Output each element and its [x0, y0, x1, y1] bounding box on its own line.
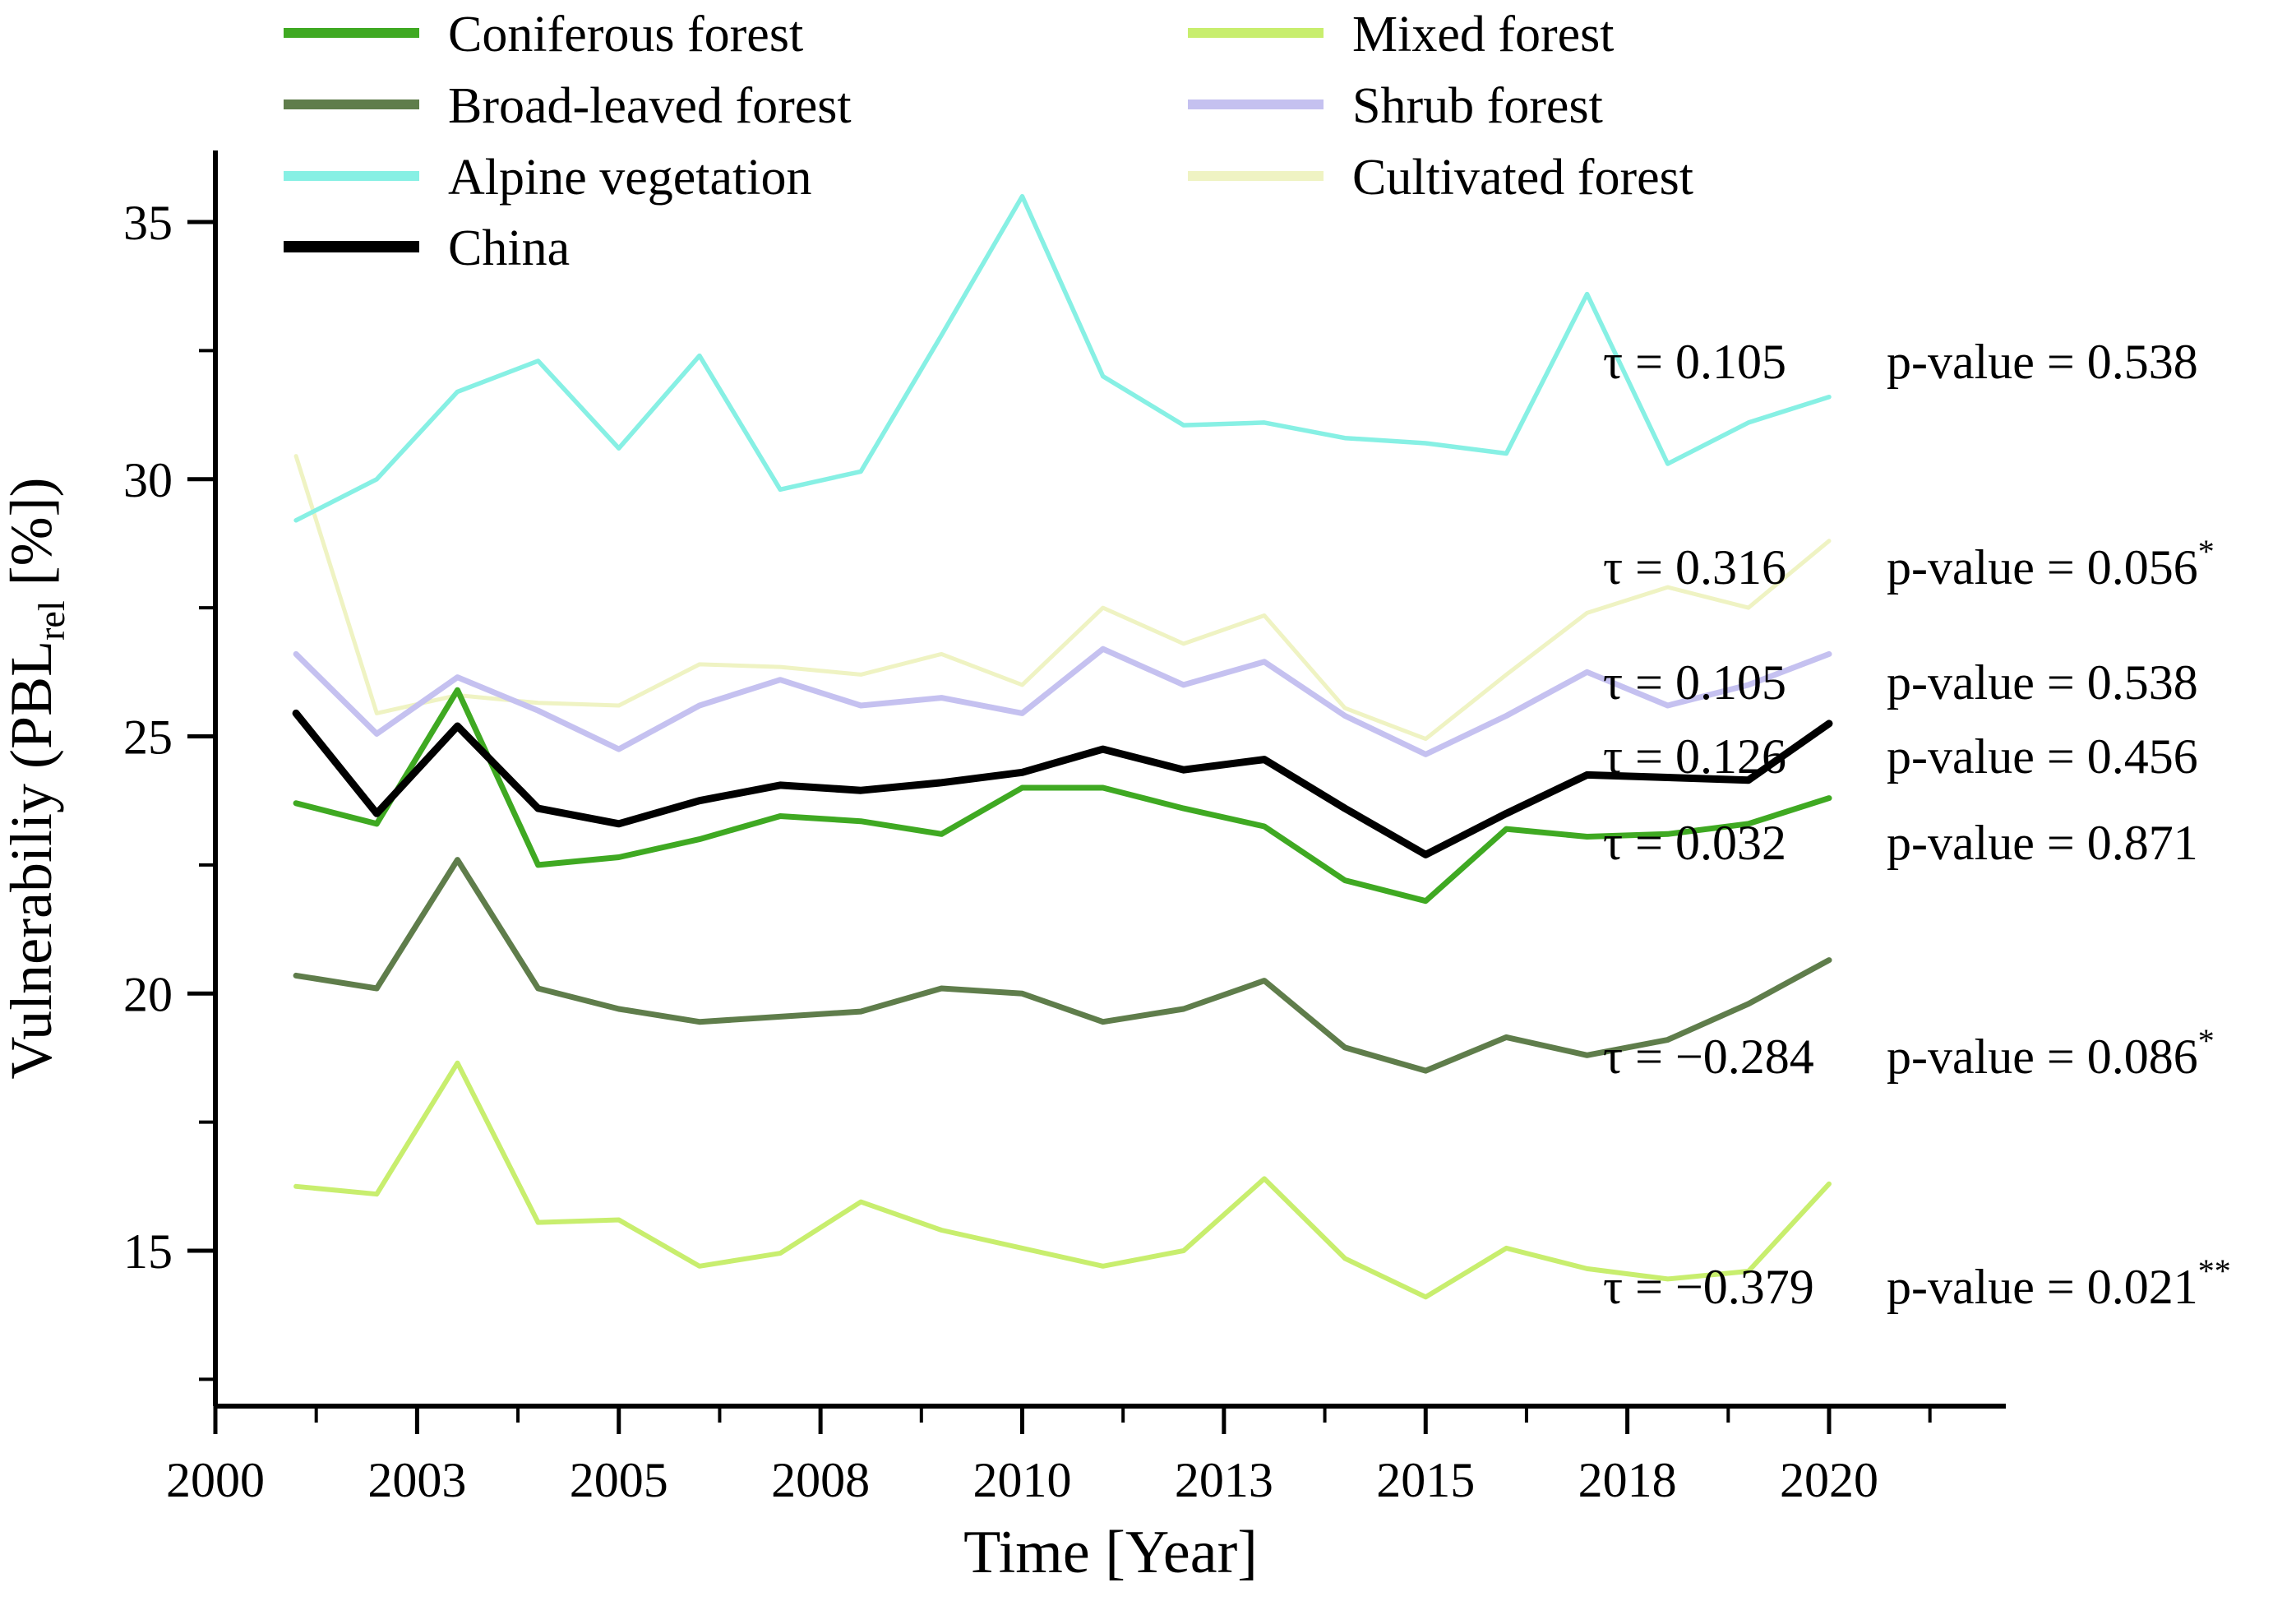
- annotation-tau: τ = −0.379: [1603, 1260, 1814, 1314]
- annotation-tau: τ = −0.284: [1603, 1030, 1814, 1084]
- x-tick-label: 2010: [973, 1453, 1072, 1507]
- x-tick-label: 2003: [367, 1453, 466, 1507]
- legend-item-china: China: [284, 220, 570, 276]
- series-line-china: [292, 709, 1833, 858]
- x-tick-label: 2015: [1376, 1453, 1475, 1507]
- annotation-row-4: τ = 0.032 p-value = 0.871: [1603, 816, 2198, 870]
- x-tick-label: 2013: [1175, 1453, 1273, 1507]
- series-line-broadleaved: [293, 857, 1832, 1074]
- annotation-pvalue: p-value = 0.871: [1887, 816, 2198, 870]
- legend-item-shrub: Shrub forest: [1188, 78, 1603, 134]
- y-tick-label: 35: [123, 196, 173, 250]
- annotation-tau: τ = 0.126: [1603, 729, 1786, 784]
- y-tick-label: 20: [123, 967, 173, 1021]
- annotation-pvalue: p-value = 0.021**: [1887, 1252, 2231, 1314]
- legend-label-china: China: [448, 220, 570, 276]
- annotation-row-5: τ = −0.284 p-value = 0.086*: [1603, 1022, 2215, 1084]
- legend-label-shrub: Shrub forest: [1352, 78, 1603, 134]
- y-tick-label: 15: [123, 1224, 173, 1279]
- series-line-coniferous: [293, 687, 1832, 905]
- series-line-alpine: [293, 193, 1832, 523]
- legend-label-broadleaved: Broad-leaved forest: [448, 78, 852, 134]
- annotation-row-0: τ = 0.105 p-value = 0.538: [1603, 335, 2198, 389]
- annotation-row-3: τ = 0.126 p-value = 0.456: [1603, 729, 2198, 784]
- series-line-cultivated: [293, 454, 1832, 742]
- y-tick-label: 25: [123, 710, 173, 765]
- annotation-tau: τ = 0.105: [1603, 655, 1786, 710]
- legend-label-mixed: Mixed forest: [1352, 7, 1615, 62]
- x-tick-label: 2005: [570, 1453, 668, 1507]
- legend-item-alpine: Alpine vegetation: [284, 150, 811, 206]
- annotation-tau: τ = 0.032: [1603, 816, 1786, 870]
- annotation-pvalue: p-value = 0.086*: [1887, 1022, 2215, 1084]
- x-tick-label: 2020: [1780, 1453, 1878, 1507]
- annotation-pvalue: p-value = 0.056*: [1887, 533, 2215, 595]
- series-line-mixed: [293, 1060, 1832, 1300]
- x-tick-label: 2018: [1578, 1453, 1677, 1507]
- legend-item-coniferous: Coniferous forest: [284, 7, 803, 62]
- series-line-shrub: [293, 645, 1832, 757]
- legend-label-cultivated: Cultivated forest: [1352, 150, 1693, 206]
- y-tick-label: 30: [123, 453, 173, 507]
- legend-item-cultivated: Cultivated forest: [1188, 150, 1693, 206]
- legend-label-coniferous: Coniferous forest: [448, 7, 803, 62]
- x-tick-label: 2000: [166, 1453, 265, 1507]
- legend-item-mixed: Mixed forest: [1188, 7, 1615, 62]
- annotation-tau: τ = 0.316: [1603, 540, 1786, 595]
- legend-item-broadleaved: Broad-leaved forest: [284, 78, 852, 134]
- annotation-row-1: τ = 0.316 p-value = 0.056*: [1603, 533, 2215, 595]
- annotation-row-2: τ = 0.105 p-value = 0.538: [1603, 655, 2198, 710]
- x-tick-label: 2008: [771, 1453, 870, 1507]
- annotation-pvalue: p-value = 0.538: [1887, 655, 2198, 710]
- legend-label-alpine: Alpine vegetation: [448, 150, 811, 206]
- annotation-pvalue: p-value = 0.456: [1887, 729, 2198, 784]
- y-axis-title: Vulnerabiliy (PBLrel [%]): [0, 477, 72, 1079]
- annotation-tau: τ = 0.105: [1603, 335, 1786, 389]
- x-axis-title: Time [Year]: [963, 1519, 1258, 1586]
- annotation-pvalue: p-value = 0.538: [1887, 335, 2198, 389]
- annotation-row-6: τ = −0.379 p-value = 0.021**: [1603, 1252, 2231, 1314]
